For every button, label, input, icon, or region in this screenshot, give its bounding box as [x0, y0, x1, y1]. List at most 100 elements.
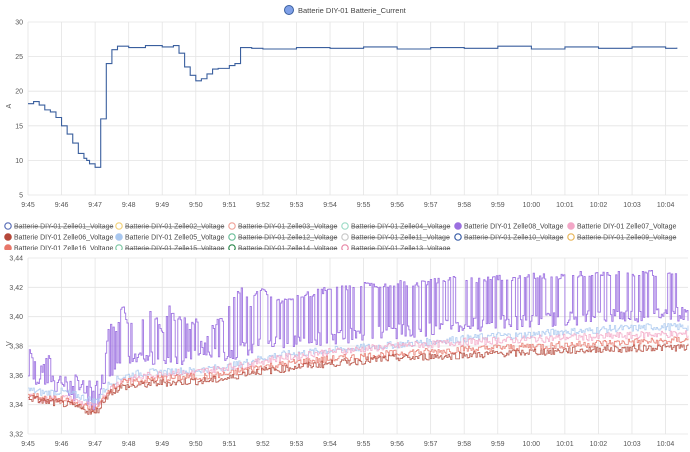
x-tick-label: 9:55	[357, 441, 371, 448]
x-tick-label: 10:01	[556, 441, 574, 448]
legend-swatch-icon	[228, 233, 236, 241]
legend-label: Batterie DIY-01 Zelle06_Voltage	[14, 235, 113, 242]
legend-label: Batterie DIY-01 Zelle09_Voltage	[577, 235, 676, 242]
legend-item[interactable]: Batterie DIY-01 Zelle16_Voltage	[4, 244, 114, 251]
legend-swatch-icon	[228, 244, 236, 250]
legend-label: Batterie DIY-01 Zelle11_Voltage	[351, 235, 450, 242]
legend-item[interactable]: Batterie DIY-01 Zelle12_Voltage	[228, 233, 338, 242]
legend-label: Batterie DIY-01 Zelle05_Voltage	[125, 235, 224, 242]
legend-item[interactable]: Batterie DIY-01 Zelle09_Voltage	[567, 233, 677, 242]
legend-item[interactable]: Batterie DIY-01 Zelle08_Voltage	[454, 222, 564, 231]
x-tick-label: 10:03	[623, 202, 641, 209]
y-tick-label: 3,44	[9, 256, 23, 263]
x-tick-label: 9:57	[424, 441, 438, 448]
x-tick-label: 10:02	[590, 441, 608, 448]
current-chart-svg: 5 10 15 20 25 30 9:45 9:46 9:47 9:48 9:49 9:50 9:51 9…	[6, 20, 688, 209]
legend-swatch-icon	[228, 222, 236, 230]
legend-label: Batterie DIY-01 Zelle14_Voltage	[238, 246, 337, 251]
y-tick-label: 3,34	[9, 402, 23, 409]
x-tick-label: 9:49	[155, 202, 169, 209]
legend-label: Batterie DIY-01 Zelle01_Voltage	[14, 224, 113, 231]
voltage-series-line-zelle08	[28, 270, 689, 411]
voltage-legend: Batterie DIY-01 Zelle01_Voltage Batterie …	[4, 222, 677, 251]
y-tick-label: 3,32	[9, 432, 23, 439]
y-tick-label: 3,38	[9, 344, 23, 351]
legend-label: Batterie DIY-01 Zelle04_Voltage	[351, 224, 450, 231]
legend-item[interactable]: Batterie DIY-01 Zelle03_Voltage	[228, 222, 338, 231]
legend-swatch-icon	[4, 233, 12, 241]
legend-swatch-icon	[4, 222, 12, 230]
x-tick-label: 10:04	[657, 202, 675, 209]
y-tick-label: 15	[15, 123, 23, 130]
legend-label: Batterie DIY-01 Zelle13_Voltage	[351, 246, 450, 251]
x-tick-label: 9:59	[491, 441, 505, 448]
x-tick-label: 9:45	[21, 441, 35, 448]
x-tick-label: 9:56	[390, 202, 404, 209]
y-tick-label: 5	[19, 193, 23, 200]
x-tick-label: 9:48	[122, 441, 136, 448]
legend-swatch-icon	[341, 244, 349, 250]
legend-item[interactable]: Batterie DIY-01 Zelle15_Voltage	[115, 244, 225, 251]
x-tick-label: 9:46	[55, 202, 69, 209]
y-tick-label: 3,36	[9, 373, 23, 380]
x-tick-label: 9:52	[256, 441, 270, 448]
legend-label: Batterie DIY-01 Zelle03_Voltage	[238, 224, 337, 231]
legend-label: Batterie DIY-01 Zelle15_Voltage	[125, 246, 224, 251]
voltage-chart-svg: 3,32 3,34 3,36 3,38 3,40 3,42 3,44 9:45 9:46 9:47…	[6, 256, 689, 448]
x-tick-label: 9:53	[290, 441, 304, 448]
legend-label: Batterie DIY-01 Zelle12_Voltage	[238, 235, 337, 242]
legend-swatch-icon	[115, 222, 123, 230]
current-legend-item[interactable]: Batterie DIY-01 Batterie_Current	[284, 4, 406, 16]
legend-swatch-icon	[4, 244, 12, 250]
legend-label: Batterie DIY-01 Zelle10_Voltage	[464, 235, 563, 242]
y-axis-unit: V	[6, 341, 13, 346]
x-tick-label: 9:48	[122, 202, 136, 209]
legend-item[interactable]: Batterie DIY-01 Zelle13_Voltage	[341, 244, 451, 251]
legend-swatch-icon	[341, 222, 349, 230]
legend-item[interactable]: Batterie DIY-01 Zelle10_Voltage	[454, 233, 564, 242]
x-tick-label: 9:53	[290, 202, 304, 209]
x-tick-label: 10:02	[590, 202, 608, 209]
x-tick-label: 9:54	[323, 441, 337, 448]
legend-label: Batterie DIY-01 Zelle02_Voltage	[125, 224, 224, 231]
legend-swatch-icon	[115, 244, 123, 250]
legend-label: Batterie DIY-01 Zelle08_Voltage	[464, 224, 563, 231]
legend-item[interactable]: Batterie DIY-01 Zelle01_Voltage	[4, 222, 114, 231]
legend-item[interactable]: Batterie DIY-01 Zelle06_Voltage	[4, 233, 114, 242]
legend-label: Batterie DIY-01 Zelle16_Voltage	[14, 246, 113, 251]
legend-item[interactable]: Batterie DIY-01 Zelle14_Voltage	[228, 244, 338, 251]
y-tick-label: 3,42	[9, 285, 23, 292]
x-tick-label: 9:55	[357, 202, 371, 209]
legend-swatch-icon	[284, 5, 294, 15]
legend-item[interactable]: Batterie DIY-01 Zelle11_Voltage	[341, 233, 450, 242]
legend-item[interactable]: Batterie DIY-01 Zelle04_Voltage	[341, 222, 451, 231]
x-tick-label: 9:59	[491, 202, 505, 209]
x-tick-label: 9:50	[189, 441, 203, 448]
legend-item[interactable]: Batterie DIY-01 Zelle02_Voltage	[115, 222, 225, 231]
x-tick-label: 9:49	[155, 441, 169, 448]
legend-swatch-icon	[341, 233, 349, 241]
x-tick-label: 9:45	[21, 202, 35, 209]
legend-item[interactable]: Batterie DIY-01 Zelle05_Voltage	[115, 233, 225, 242]
x-tick-label: 10:00	[523, 202, 541, 209]
y-axis-unit: A	[6, 104, 13, 109]
voltage-series-line-zelle07	[28, 330, 689, 407]
x-tick-label: 9:56	[390, 441, 404, 448]
x-tick-label: 9:50	[189, 202, 203, 209]
x-tick-label: 10:00	[523, 441, 541, 448]
x-tick-label: 9:51	[223, 441, 237, 448]
x-tick-label: 9:57	[424, 202, 438, 209]
voltage-series-line-zelle06	[28, 343, 689, 415]
legend-item[interactable]: Batterie DIY-01 Zelle07_Voltage	[567, 222, 677, 231]
x-tick-label: 9:52	[256, 202, 270, 209]
x-tick-label: 9:58	[457, 441, 471, 448]
legend-label: Batterie DIY-01 Zelle07_Voltage	[577, 224, 676, 231]
y-tick-label: 25	[15, 54, 23, 61]
voltage-series-line-zelle16	[28, 336, 689, 414]
legend-swatch-icon	[454, 222, 462, 230]
y-tick-label: 30	[15, 20, 23, 27]
x-tick-label: 10:01	[556, 202, 574, 209]
x-tick-label: 9:47	[88, 202, 102, 209]
x-tick-label: 9:58	[457, 202, 471, 209]
